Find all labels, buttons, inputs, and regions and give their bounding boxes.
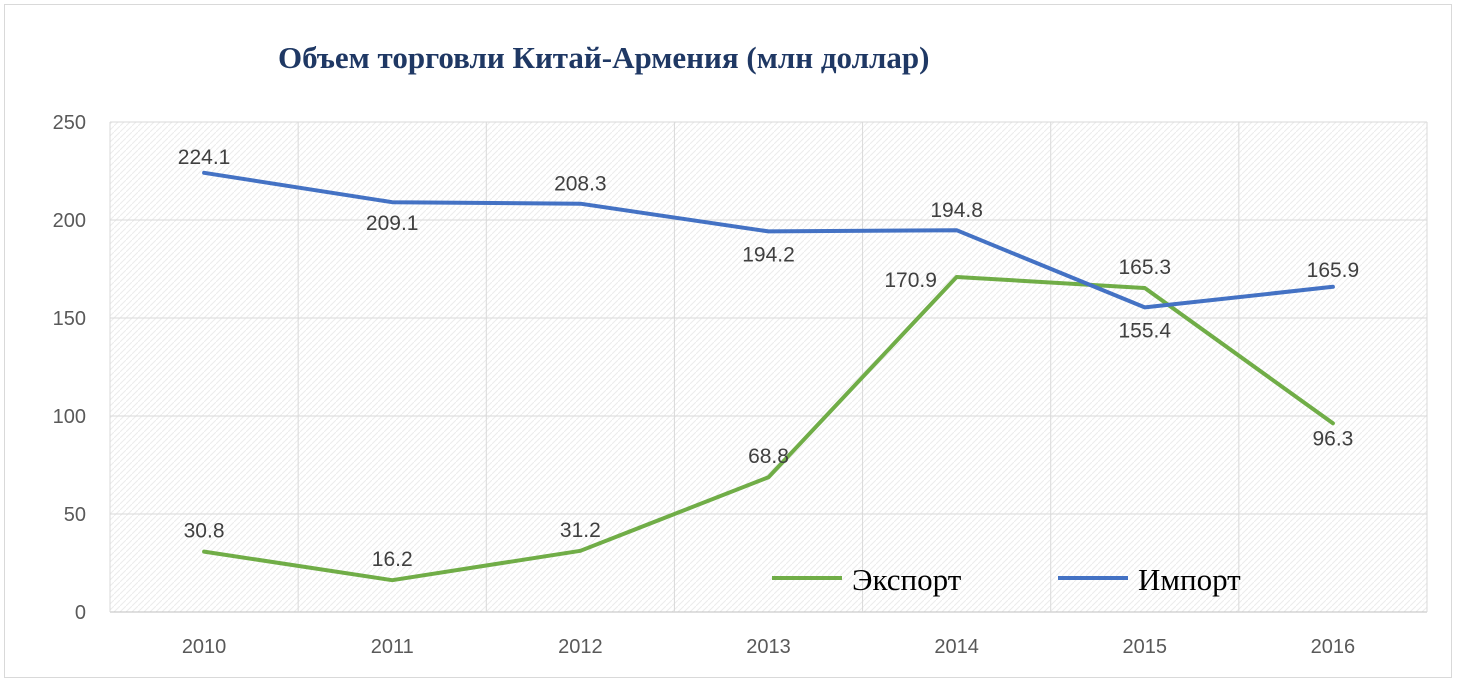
- data-label: 194.8: [930, 199, 983, 222]
- x-tick-label: 2014: [934, 636, 979, 658]
- x-tick-label: 2015: [1123, 636, 1168, 658]
- data-label: 165.9: [1307, 259, 1360, 282]
- y-tick-label: 0: [75, 602, 86, 624]
- data-label: 170.9: [884, 269, 937, 292]
- legend: Экспорт Импорт: [772, 562, 1241, 597]
- data-label: 31.2: [560, 519, 601, 542]
- data-label: 155.4: [1119, 319, 1172, 342]
- data-label: 68.8: [748, 445, 789, 468]
- x-tick-label: 2011: [371, 636, 414, 658]
- axes: 0 50 100 150 200 250 2010 2011 2012 2013 2014 2015 2…: [53, 112, 1356, 658]
- y-tick-label: 200: [53, 210, 86, 232]
- data-label: 165.3: [1119, 256, 1172, 279]
- data-label: 96.3: [1312, 427, 1353, 450]
- data-label: 30.8: [184, 520, 225, 543]
- series: [202, 170, 1335, 583]
- data-labels: 30.8 16.2 31.2 68.8 170.9 165.3 96.3 224.1 209.1…: [178, 146, 1359, 571]
- data-label: 16.2: [372, 548, 413, 571]
- series-line: [202, 170, 1335, 310]
- chart-title: Объем торговли Китай-Армения (млн доллар…: [278, 40, 930, 75]
- y-tick-label: 250: [53, 112, 86, 134]
- plot-area: [110, 122, 1427, 612]
- x-tick-label: 2013: [746, 636, 791, 658]
- y-tick-label: 100: [53, 406, 86, 428]
- x-tick-label: 2016: [1311, 636, 1356, 658]
- chart-frame: [4, 4, 1452, 678]
- legend-label: Экспорт: [852, 562, 962, 597]
- data-label: 208.3: [554, 173, 607, 196]
- legend-label: Импорт: [1138, 562, 1241, 597]
- y-tick-label: 150: [53, 308, 86, 330]
- x-tick-label: 2010: [182, 636, 227, 658]
- series-line: [202, 275, 1335, 583]
- data-label: 194.2: [742, 243, 795, 266]
- data-label: 209.1: [366, 212, 419, 235]
- data-label: 224.1: [178, 146, 231, 169]
- x-tick-label: 2012: [558, 636, 603, 658]
- y-tick-label: 50: [64, 504, 86, 526]
